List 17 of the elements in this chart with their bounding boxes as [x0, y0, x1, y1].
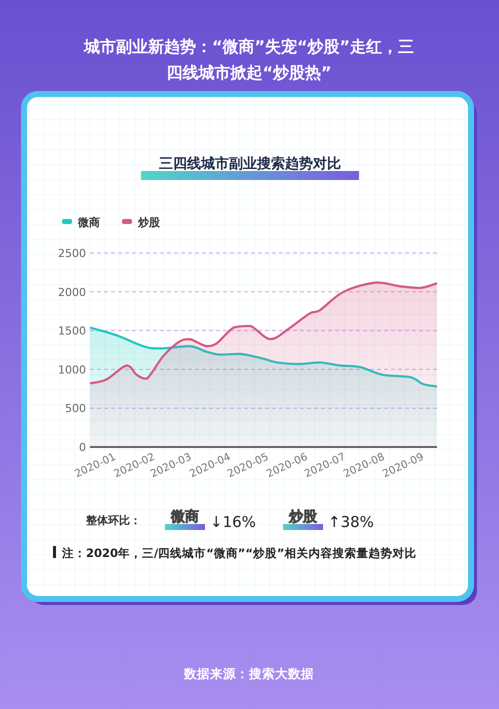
- text: 炒股: [288, 509, 318, 525]
- y-tick-label: 1000: [58, 363, 86, 376]
- y-tick-label: 2000: [58, 286, 86, 299]
- text: ↑38%: [328, 513, 374, 531]
- y-tick-label: 1500: [58, 324, 86, 338]
- source-note: 数据来源：搜索大数据: [183, 666, 314, 681]
- y-tick-label: 0: [79, 441, 86, 454]
- text: 微商: [170, 508, 199, 525]
- legend-label: 炒股: [137, 216, 161, 229]
- y-tick-label: 2500: [58, 247, 86, 260]
- text: 注：2020年，三/四线城市“微商”“炒股”相关内容搜索量趋势对比: [61, 546, 416, 560]
- text: 整体环比：: [85, 514, 141, 527]
- chart-subtitle: 三四线城市副业搜索趋势对比: [159, 155, 341, 172]
- chart-title: 城市副业新趋势：“微商”失宠“炒股”走红，三四线城市掀起“炒股热”: [82, 37, 414, 82]
- y-tick-label: 500: [65, 402, 86, 416]
- legend-label: 微商: [77, 216, 100, 229]
- text: ↓16%: [210, 513, 256, 531]
